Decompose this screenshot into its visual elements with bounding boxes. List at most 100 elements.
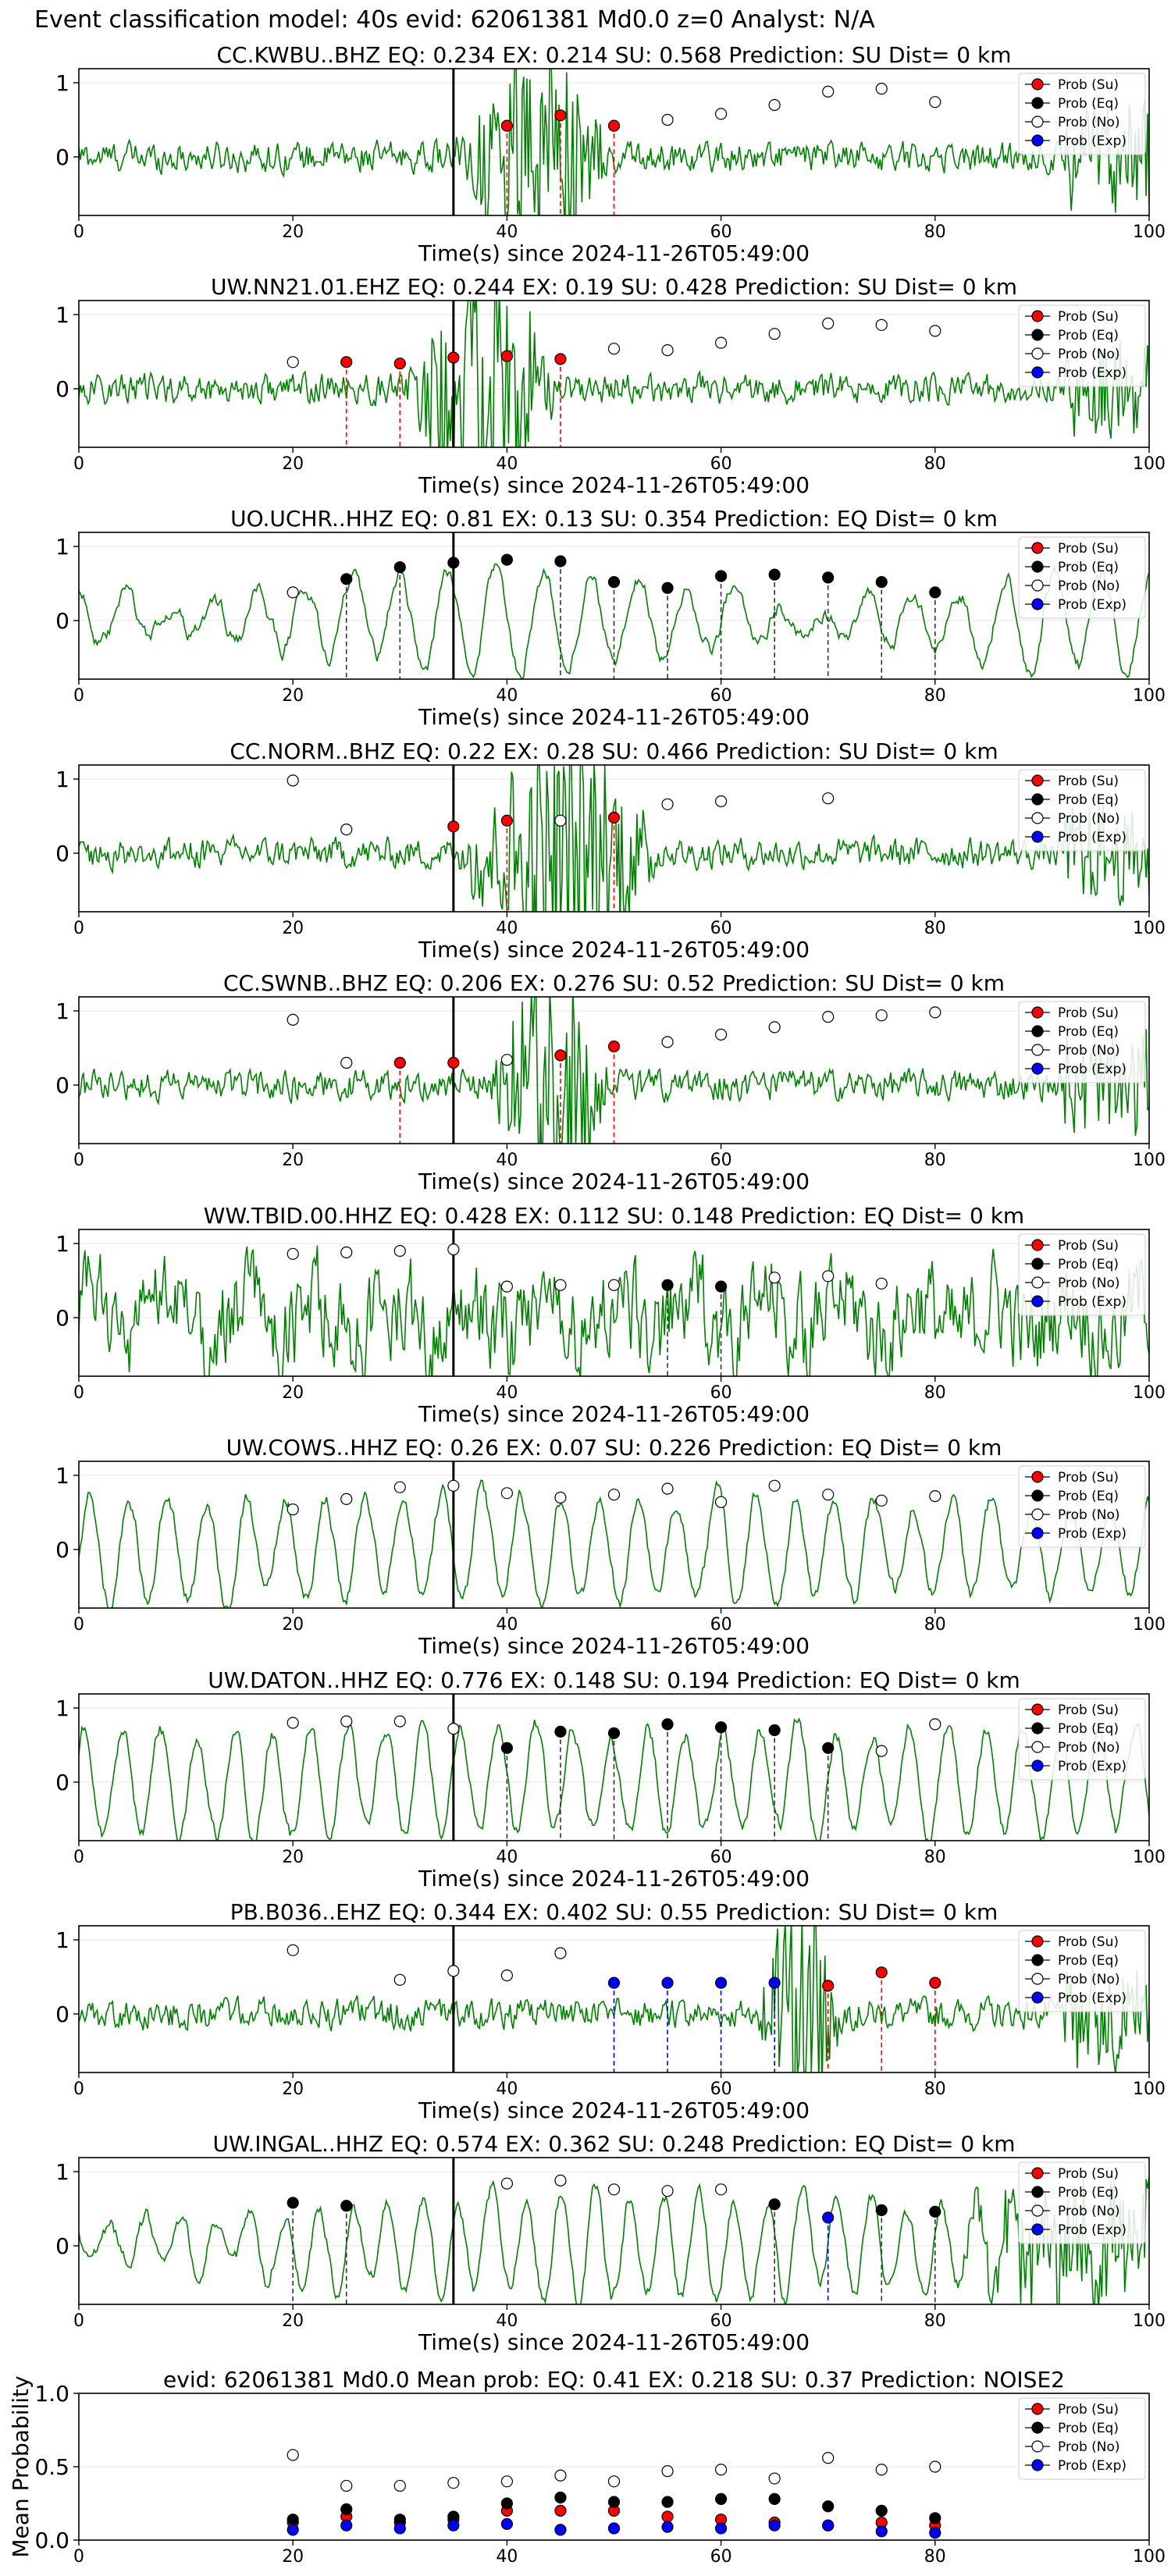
legend-label: Prob (Eq): [1058, 1721, 1119, 1737]
legend-label: Prob (Eq): [1058, 1489, 1119, 1504]
legend-marker-exp: [1031, 1295, 1044, 1308]
legend-marker-eq: [1031, 1489, 1044, 1502]
panel-title: UW.INGAL..HHZ EQ: 0.574 EX: 0.362 SU: 0.…: [212, 2131, 1015, 2157]
mean-probability-panel: evid: 62061381 Md0.0 Mean prob: EQ: 0.41…: [8, 2367, 1166, 2567]
prob-point-su: [500, 350, 514, 362]
legend-label: Prob (No): [1058, 2439, 1120, 2455]
x-tick-label: 60: [710, 2080, 732, 2099]
prob-point-no: [287, 774, 299, 787]
legend-marker-no: [1031, 1741, 1044, 1753]
legend-marker-eq: [1031, 329, 1044, 341]
x-tick-label: 40: [496, 1848, 518, 1867]
x-tick-label: 0: [73, 2080, 84, 2099]
y-tick-label: 1: [55, 70, 69, 96]
legend-marker-su: [1031, 1239, 1044, 1251]
y-tick-label: 0: [55, 1770, 69, 1795]
x-tick-label: 0: [73, 1848, 84, 1867]
x-tick-label: 0: [73, 1151, 84, 1170]
station-panel-8: UW.DATON..HHZ EQ: 0.776 EX: 0.148 SU: 0.…: [55, 1667, 1166, 1891]
y-tick-label: 1.0: [34, 2381, 69, 2407]
x-tick-label: 60: [710, 2311, 732, 2331]
prob-point-no: [393, 1973, 406, 1986]
legend-marker-su: [1031, 1703, 1044, 1716]
prob-point-no: [714, 336, 728, 349]
y-tick-label: 0: [55, 2233, 69, 2259]
y-tick-label: 0: [55, 144, 69, 170]
legend-label: Prob (No): [1058, 347, 1120, 362]
prob-point-su: [929, 1976, 941, 1989]
waveform-trace: [79, 563, 1149, 679]
panel-title: UW.NN21.01.EHZ EQ: 0.244 EX: 0.19 SU: 0.…: [211, 274, 1017, 300]
mean-point-no: [607, 2475, 621, 2488]
prob-point-su: [554, 353, 567, 365]
mean-point-eq: [661, 2496, 674, 2508]
mean-point-no: [287, 2449, 299, 2461]
prob-point-eq: [768, 568, 781, 581]
legend-label: Prob (Su): [1058, 541, 1119, 557]
x-tick-label: 0: [73, 1615, 84, 1635]
prob-point-no: [500, 2177, 514, 2190]
x-tick-label: 100: [1133, 2311, 1166, 2331]
legend-marker-su: [1031, 2167, 1044, 2179]
waveform-trace: [79, 2176, 1149, 2304]
mean-point-no: [768, 2472, 781, 2485]
legend-marker-su: [1031, 1935, 1044, 1948]
legend-box: [1018, 1930, 1146, 2012]
legend-marker-exp: [1031, 1527, 1044, 1539]
axes-frame: [78, 1925, 1150, 2073]
y-tick-label: 0: [55, 1537, 69, 1563]
prob-point-eq: [768, 1724, 781, 1737]
legend-label: Prob (Su): [1058, 309, 1119, 325]
prob-point-eq: [661, 582, 674, 594]
prob-point-no: [661, 113, 674, 126]
legend-marker-exp: [1031, 831, 1044, 843]
x-tick-label: 60: [710, 2547, 732, 2567]
legend-label: Prob (Eq): [1058, 328, 1119, 343]
panel-title: CC.SWNB..BHZ EQ: 0.206 EX: 0.276 SU: 0.5…: [223, 970, 1005, 996]
prob-point-no: [661, 1482, 674, 1495]
prob-point-no: [340, 1715, 353, 1727]
prob-point-eq: [661, 1718, 674, 1731]
x-axis-label: Time(s) since 2024-11-26T05:49:00: [418, 1866, 810, 1891]
mean-point-eq: [875, 2504, 888, 2517]
x-tick-label: 40: [496, 686, 518, 706]
legend-label: Prob (Su): [1058, 2166, 1119, 2182]
panel-title: PB.B036..EHZ EQ: 0.344 EX: 0.402 SU: 0.5…: [230, 1899, 998, 1925]
prob-point-eq: [661, 1279, 674, 1291]
prob-point-eq: [393, 560, 406, 574]
prob-point-no: [393, 1715, 406, 1727]
prob-point-su: [447, 351, 460, 364]
x-tick-label: 60: [710, 1848, 732, 1867]
x-tick-label: 0: [73, 1383, 84, 1403]
prob-point-eq: [714, 1280, 728, 1293]
x-axis-label: Time(s) since 2024-11-26T05:49:00: [418, 1169, 810, 1194]
prob-point-no: [822, 792, 835, 805]
prob-point-no: [768, 1272, 781, 1284]
x-tick-label: 20: [282, 1848, 304, 1867]
x-axis-label: Time(s) since 2024-11-26T05:49:00: [418, 704, 810, 730]
prob-point-no: [447, 1965, 460, 1977]
prob-point-no: [554, 1947, 567, 1959]
legend: Prob (Su) Prob (Eq) Prob (No) Prob (Exp): [1018, 1465, 1146, 1548]
prob-point-su: [822, 1980, 835, 1992]
legend-marker-exp: [1031, 1991, 1044, 2004]
x-tick-label: 20: [282, 1151, 304, 1170]
legend-label: Prob (No): [1058, 578, 1120, 594]
y-tick-label: 0: [55, 608, 69, 634]
axes-frame: [78, 1229, 1150, 1377]
prob-point-eq: [607, 1727, 621, 1739]
legend-label: Prob (Exp): [1058, 830, 1127, 845]
prob-point-no: [875, 1745, 888, 1757]
legend-label: Prob (No): [1058, 1740, 1120, 1756]
mean-point-no: [447, 2477, 460, 2489]
axes-frame: [78, 68, 1150, 216]
x-tick-label: 80: [924, 686, 946, 706]
waveform-trace: [79, 69, 1149, 215]
legend-marker-no: [1031, 1044, 1044, 1056]
axes-frame: [78, 532, 1150, 680]
x-tick-label: 100: [1133, 686, 1166, 706]
x-tick-label: 20: [282, 2547, 304, 2567]
legend-label: Prob (Su): [1058, 1005, 1119, 1021]
legend-label: Prob (No): [1058, 1276, 1120, 1291]
